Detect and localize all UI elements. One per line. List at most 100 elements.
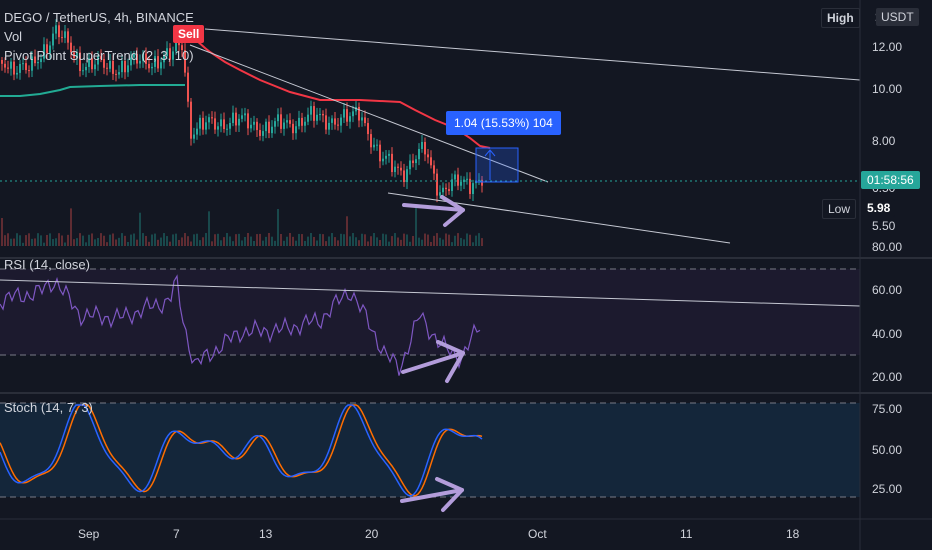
volume-bar <box>346 216 348 246</box>
volume-bar <box>10 238 12 246</box>
supertrend-legend[interactable]: Pivot Point SuperTrend (2, 3, 10) <box>4 48 194 63</box>
volume-bar <box>253 240 255 246</box>
volume-bar <box>115 239 117 246</box>
trendline-wedge-bottom[interactable] <box>387 192 731 244</box>
volume-bar <box>343 234 345 246</box>
volume-bar <box>256 234 258 246</box>
volume-legend[interactable]: Vol <box>4 29 23 44</box>
supertrend-bull-line <box>0 84 185 97</box>
volume-bar <box>340 233 342 246</box>
candle-body <box>43 44 45 59</box>
price-divergence-arrowhead <box>440 195 465 227</box>
candle-body <box>103 59 105 68</box>
volume-bar <box>172 234 174 246</box>
candle-body <box>448 189 450 191</box>
candle-body <box>451 179 453 191</box>
candle-body <box>172 51 174 60</box>
candle-body <box>469 178 471 194</box>
volume-bar <box>49 233 51 246</box>
candle-body <box>178 42 180 46</box>
candle-body <box>388 153 390 156</box>
volume-bar <box>433 235 435 246</box>
measure-box[interactable] <box>475 147 519 183</box>
low-value: 5.98 <box>862 199 896 217</box>
volume-bar <box>475 235 477 246</box>
volume-bars <box>1 208 483 246</box>
candle-body <box>19 63 21 73</box>
candle-body <box>472 183 474 194</box>
volume-bar <box>292 236 294 246</box>
divergence-arrows[interactable] <box>400 195 465 512</box>
volume-bar <box>130 234 132 246</box>
trendline-upper[interactable] <box>204 28 861 81</box>
date-tick: 11 <box>680 527 693 541</box>
volume-bar <box>106 242 108 246</box>
candle-body <box>415 159 417 164</box>
volume-bar <box>430 241 432 246</box>
pane-separator[interactable] <box>0 257 932 259</box>
stoch-k-line <box>0 404 483 497</box>
volume-bar <box>271 236 273 246</box>
measure-label[interactable]: 1.04 (15.53%) 104 <box>446 111 561 135</box>
price-tick: 5.50 <box>872 219 896 233</box>
candle-body <box>256 121 258 131</box>
candle-body <box>199 117 201 129</box>
candle-body <box>478 179 480 181</box>
volume-bar <box>280 233 282 246</box>
volume-bar <box>25 235 27 246</box>
volume-bar <box>214 234 216 246</box>
symbol-title[interactable]: DEGO / TetherUS, 4h, BINANCE <box>4 10 194 25</box>
volume-bar <box>166 236 168 246</box>
volume-bar <box>151 234 153 246</box>
volume-bar <box>457 233 459 246</box>
volume-bar <box>136 239 138 246</box>
pane-separator[interactable] <box>0 392 932 394</box>
rsi-line <box>0 274 481 376</box>
rsi-legend[interactable]: RSI (14, close) <box>4 257 90 272</box>
volume-bar <box>436 233 438 246</box>
volume-bar <box>325 241 327 246</box>
volume-bar <box>202 237 204 246</box>
currency-selector[interactable]: USDT <box>876 8 919 26</box>
candle-body <box>421 141 423 149</box>
stoch-legend[interactable]: Stoch (14, 7, 3) <box>4 400 93 415</box>
volume-bar <box>313 236 315 246</box>
rsi-band <box>0 269 860 355</box>
candle-body <box>124 60 126 73</box>
candle-body <box>229 123 231 129</box>
candle-body <box>460 181 462 186</box>
volume-bar <box>334 237 336 246</box>
candle-body <box>106 67 108 69</box>
candle-body <box>163 55 165 63</box>
rsi-trendline[interactable] <box>0 279 861 307</box>
candle-body <box>34 56 36 64</box>
candle-body <box>232 112 234 124</box>
volume-bar <box>241 240 243 246</box>
candle-body <box>271 126 273 134</box>
candle-body <box>160 62 162 69</box>
candle-body <box>397 166 399 168</box>
candle-body <box>316 114 318 121</box>
candle-body <box>142 53 144 61</box>
volume-bar <box>349 236 351 246</box>
candle-body <box>241 115 243 119</box>
candle-body <box>127 65 129 73</box>
volume-bar <box>103 235 105 246</box>
candle-body <box>175 42 177 52</box>
candle-body <box>289 120 291 124</box>
volume-bar <box>262 240 264 246</box>
trendline-wedge-top[interactable] <box>189 44 549 183</box>
volume-bar <box>67 234 69 246</box>
volume-bar <box>397 237 399 246</box>
volume-bar <box>193 234 195 246</box>
candle-body <box>154 56 156 67</box>
volume-bar <box>217 233 219 246</box>
volume-bar <box>304 240 306 246</box>
candle-body <box>148 63 150 69</box>
volume-bar <box>112 233 114 246</box>
date-tick: Sep <box>78 527 100 541</box>
volume-bar <box>307 236 309 246</box>
volume-bar <box>448 234 450 246</box>
volume-bar <box>223 237 225 246</box>
